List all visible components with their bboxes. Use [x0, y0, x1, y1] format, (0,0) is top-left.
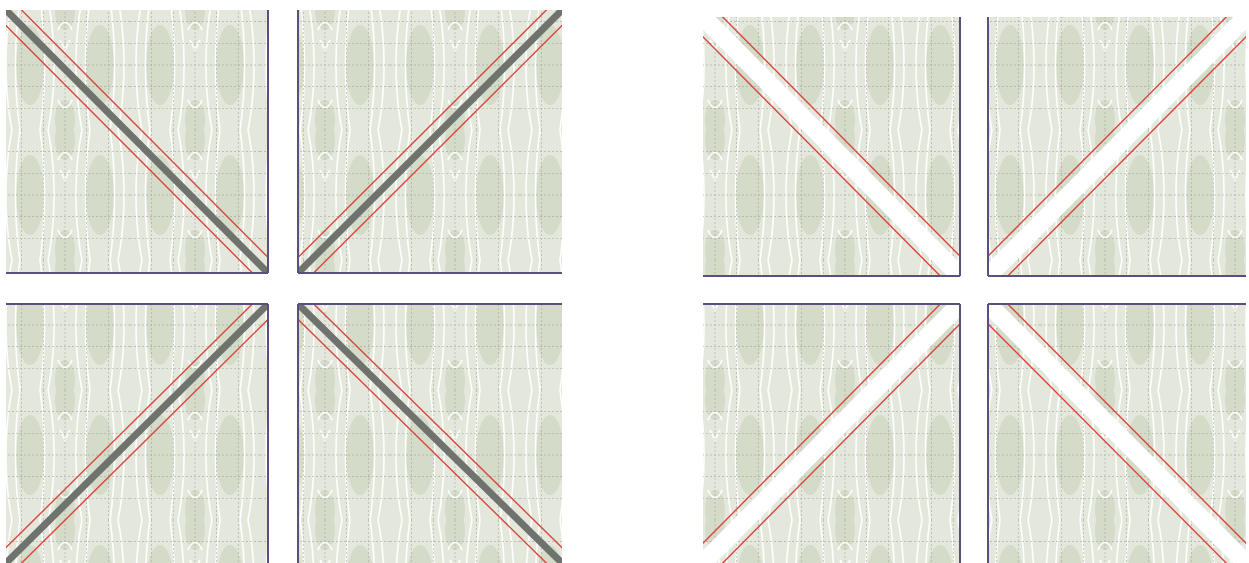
square-top-right: [297, 10, 562, 274]
seam-line: [20, 318, 268, 563]
gap-band: [988, 17, 1246, 276]
seam-line: [6, 24, 254, 273]
seam-line: [721, 322, 960, 563]
seam-line: [6, 304, 254, 549]
seam-line: [988, 17, 1228, 258]
gap-band: [703, 17, 960, 276]
seam-line: [298, 318, 548, 563]
seam-line: [1006, 35, 1246, 276]
square-top-left: [703, 17, 961, 277]
gap-band: [703, 304, 960, 563]
group-with-fold-band: [6, 10, 562, 563]
seam-line: [312, 24, 562, 273]
seam-line: [1006, 304, 1246, 545]
square-bottom-left: [6, 303, 269, 563]
seam-line: [312, 304, 562, 549]
square-bottom-left: [703, 303, 961, 563]
seam-line: [298, 10, 548, 259]
square-top-left: [6, 10, 269, 274]
fold-band: [6, 10, 268, 273]
fold-band: [6, 304, 268, 563]
fold-band: [298, 10, 562, 273]
seam-line: [703, 304, 942, 545]
seam-line: [988, 322, 1228, 563]
square-bottom-right: [297, 303, 562, 563]
square-top-right: [987, 17, 1246, 277]
square-bottom-right: [987, 303, 1246, 563]
gap-band: [988, 304, 1246, 563]
seam-line: [721, 17, 960, 258]
group-with-gap: [703, 17, 1246, 563]
seam-line: [20, 10, 268, 259]
fold-band: [298, 304, 562, 563]
seam-line: [703, 35, 942, 276]
